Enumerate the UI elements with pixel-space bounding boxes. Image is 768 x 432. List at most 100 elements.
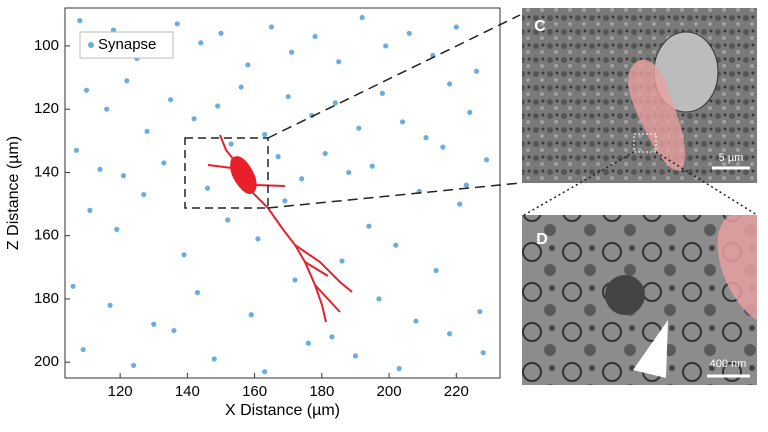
synapse-point [211,356,217,362]
y-tick-label: 160 [34,227,59,244]
synapse-point [191,116,197,122]
synapse-point [77,18,83,24]
scale-bar-label: 5 µm [719,152,744,164]
y-tick-label: 100 [34,37,59,54]
synapse-point [83,87,90,93]
synapse-point [339,258,345,264]
synapse-point [181,252,187,258]
synapse-point [110,27,117,33]
synapse-point [322,150,328,157]
panel-c: C 5 µm [522,8,757,183]
synapse-point [440,144,446,150]
y-tick-label: 180 [34,290,59,307]
synapse-point [228,141,234,147]
y-axis-label: Z Distance (µm) [5,136,22,250]
synapse-point [423,135,429,141]
x-tick-label: 220 [444,383,469,400]
scale-bar-label: 400 nm [710,358,747,370]
synapse-point [120,173,127,179]
synapse-point [167,97,174,103]
synapse-point [144,128,150,134]
soma [230,156,257,194]
synapse-point [248,312,254,318]
dendrite [249,189,327,323]
synapse-point [463,182,469,188]
y-tick-label: 120 [34,100,59,117]
panel-d: D 400 nm [522,215,757,385]
synapse-point [292,277,298,283]
x-tick-label: 160 [242,383,267,400]
synapse-point [406,30,412,36]
dendrite [294,244,353,313]
panel-label: D [536,231,548,248]
synapse-point [312,33,318,40]
synapse-point [141,191,147,198]
scatter-plot: 120 140 160 180 200 220 100 120 140 160 180 200 X Di… [5,7,501,419]
synapse-point [366,223,372,229]
synapse-point [352,353,359,359]
synapse-point [73,147,80,153]
synapse-point [480,350,486,356]
synapse-point [70,283,76,289]
synapse-point [225,217,231,223]
x-tick-label: 180 [309,383,334,400]
synapse-point [299,176,305,182]
synapse-point [473,68,480,74]
synapse-point [151,321,157,327]
neuron-trace [207,134,353,323]
synapse-point [107,302,113,308]
synapse-point [238,84,244,90]
synapse-point [245,62,251,68]
synapse-point [174,21,180,27]
vesicle [605,275,645,315]
synapse-point [124,78,130,84]
synapse-point [114,226,120,232]
synapse-point [393,242,399,248]
synapse-point [204,185,211,191]
highlight-cell [628,59,685,171]
synapse-point [336,59,342,65]
synapse-point [446,81,453,87]
x-tick-label: 140 [175,383,200,400]
synapse-point [446,331,453,337]
synapse-point [369,163,375,169]
synapse-point [198,40,204,46]
zoom-box [184,137,269,209]
highlight-cell [717,215,757,320]
x-axis-label: X Distance (µm) [225,402,340,419]
synapse-point [346,169,352,176]
synapse-point [413,318,419,324]
zoom-line [267,14,521,139]
synapse-point [161,160,167,166]
synapse-point [218,30,224,36]
zoom-line [267,182,521,209]
panel-label: C [534,18,546,35]
synapse-point [215,103,221,109]
synapse-point [171,327,177,334]
plot-frame [64,7,501,379]
dendrite [219,134,235,161]
y-tick-label: 200 [34,353,59,370]
synapse-point [285,93,291,100]
synapse-point [80,346,86,353]
synapse-point [376,296,382,302]
arrowhead [633,320,668,378]
synapse-point [268,24,275,30]
synapse-point [329,334,335,340]
synapse-point [130,362,137,368]
synapse-point [399,119,406,125]
synapse-point [275,154,281,160]
synapse-point [396,365,402,372]
synapse-point [356,125,362,131]
synapse-point [194,290,201,296]
synapse-point [104,106,110,112]
synapse-point [305,340,311,346]
synapse-point [87,207,93,213]
legend-label: Synapse [98,36,156,53]
x-tick-label: 120 [108,383,133,400]
x-tick-label: 200 [377,383,402,400]
synapse-point [282,198,288,204]
synapse-point [433,267,439,274]
y-tick-label: 140 [34,163,59,180]
